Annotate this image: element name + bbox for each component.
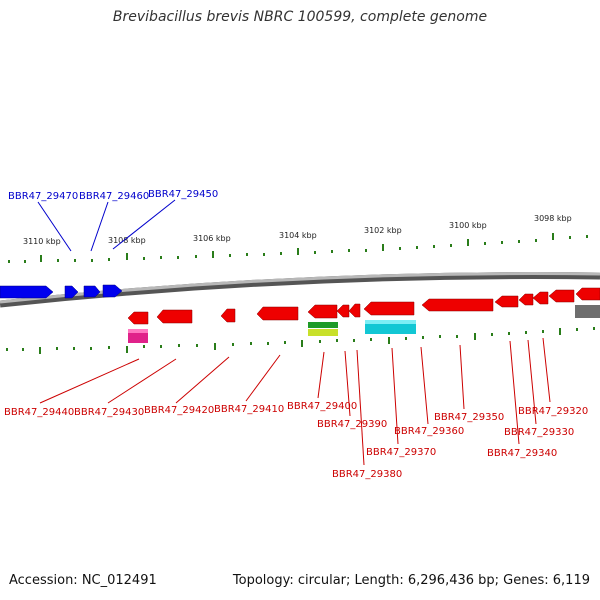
scale-label-3104: 3104 kbp — [279, 231, 317, 240]
feature-yellow[interactable] — [308, 329, 338, 336]
gene-arrow-29320[interactable] — [548, 289, 575, 303]
feature-cyan-highlight — [365, 320, 416, 324]
gene-label-29420[interactable]: BBR47_29420 — [144, 405, 214, 416]
gene-label-29410[interactable]: BBR47_29410 — [214, 404, 284, 415]
gene-arrow-edge[interactable] — [575, 287, 600, 301]
gene-arrow-29470[interactable] — [0, 285, 54, 299]
gene-arrow-29420[interactable] — [220, 308, 236, 323]
reverse-callouts — [39, 337, 551, 466]
gene-arrow-29460[interactable] — [64, 285, 79, 299]
gene-arrow-29440[interactable] — [127, 311, 149, 325]
gene-arrow-29390[interactable] — [336, 304, 350, 318]
gene-label-29330[interactable]: BBR47_29330 — [504, 427, 574, 438]
gene-label-29450[interactable]: BBR47_29450 — [148, 189, 218, 200]
gene-label-29390[interactable]: BBR47_29390 — [317, 419, 387, 430]
gene-arrow-29330[interactable] — [532, 291, 549, 305]
scale-label-3106: 3106 kbp — [193, 234, 231, 243]
scale-label-3098: 3098 kbp — [534, 214, 572, 223]
gene-arrow-29340[interactable] — [518, 293, 534, 306]
upper-scale — [8, 233, 588, 263]
lower-scale — [6, 327, 595, 354]
gene-arrow-29350[interactable] — [494, 295, 519, 308]
gene-label-29460[interactable]: BBR47_29460 — [79, 191, 149, 202]
gene-label-29400[interactable]: BBR47_29400 — [287, 401, 357, 412]
gene-arrow-29450a[interactable] — [83, 285, 101, 298]
gene-arrow-29430[interactable] — [156, 309, 193, 324]
gene-label-29320[interactable]: BBR47_29320 — [518, 406, 588, 417]
gene-label-29360[interactable]: BBR47_29360 — [394, 426, 464, 437]
gene-arrow-29360[interactable] — [421, 298, 494, 312]
gene-arrow-29380[interactable] — [348, 303, 361, 318]
forward-callouts — [37, 199, 176, 252]
gene-label-29440[interactable]: BBR47_29440 — [4, 407, 74, 418]
gene-label-29350[interactable]: BBR47_29350 — [434, 412, 504, 423]
gene-label-29340[interactable]: BBR47_29340 — [487, 448, 557, 459]
page-title: Brevibacillus brevis NBRC 100599, comple… — [112, 9, 488, 25]
feature-green[interactable] — [308, 322, 338, 328]
scale-label-3100: 3100 kbp — [449, 221, 487, 230]
forward-strand — [0, 284, 123, 299]
accession-label: Accession: NC_012491 — [9, 573, 157, 588]
reverse-strand — [127, 287, 600, 325]
gene-label-29430[interactable]: BBR47_29430 — [74, 407, 144, 418]
scale-label-3102: 3102 kbp — [364, 226, 402, 235]
forward-gene-labels: BBR47_29470 BBR47_29460 BBR47_29450 — [8, 189, 218, 202]
topology-label: Topology: circular; Length: 6,296,436 bp… — [232, 573, 590, 588]
scale-label-3108: 3108 kbp — [108, 236, 146, 245]
gene-arrow-29450b[interactable] — [102, 284, 123, 298]
gene-label-29380[interactable]: BBR47_29380 — [332, 469, 402, 480]
feature-track — [128, 305, 600, 343]
feature-magenta-highlight — [128, 329, 148, 333]
feature-gray[interactable] — [575, 305, 600, 318]
scale-labels: 3110 kbp 3108 kbp 3106 kbp 3104 kbp 3102… — [23, 214, 572, 246]
scale-label-3110: 3110 kbp — [23, 237, 61, 246]
reverse-gene-labels: BBR47_29440 BBR47_29430 BBR47_29420 BBR4… — [4, 401, 588, 480]
gene-label-29470[interactable]: BBR47_29470 — [8, 191, 78, 202]
gene-arrow-29400[interactable] — [307, 304, 338, 319]
gene-arrow-29410[interactable] — [256, 306, 299, 321]
gene-arrow-29370[interactable] — [363, 301, 415, 316]
gene-label-29370[interactable]: BBR47_29370 — [366, 447, 436, 458]
